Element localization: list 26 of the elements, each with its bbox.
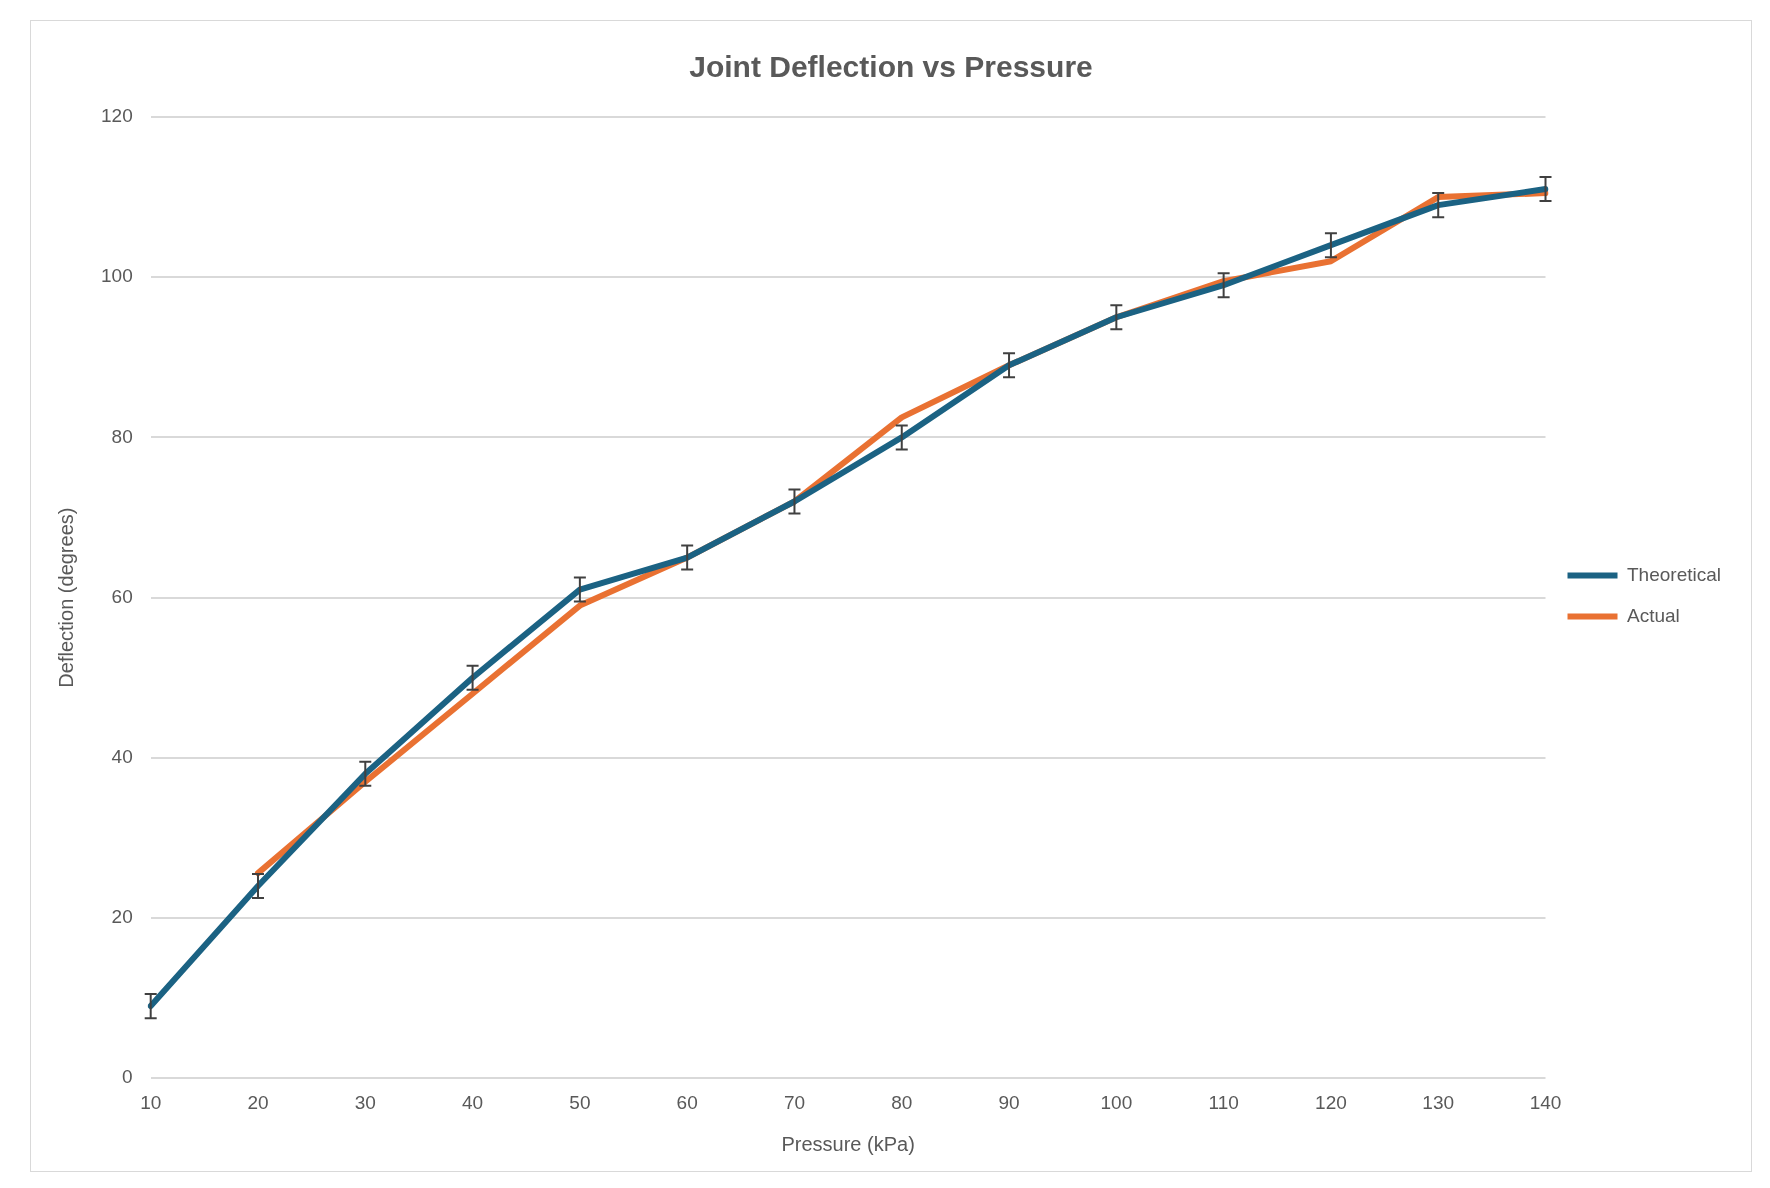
x-tick-label: 100 (1100, 1091, 1133, 1113)
y-tick-label: 100 (101, 265, 133, 287)
x-tick-label: 130 (1422, 1091, 1455, 1113)
y-tick-label: 60 (111, 585, 133, 607)
y-tick-label: 120 (101, 105, 133, 127)
x-tick-label: 30 (354, 1091, 376, 1113)
x-tick-label: 120 (1315, 1091, 1347, 1113)
x-tick-label: 40 (462, 1091, 484, 1113)
x-tick-label: 140 (1529, 1091, 1562, 1113)
y-tick-label: 80 (111, 425, 133, 447)
legend-label: Theoretical (1627, 563, 1722, 585)
y-tick-label: 0 (122, 1066, 133, 1088)
x-axis-title: Pressure (kPa) (781, 1132, 915, 1155)
y-tick-label: 40 (111, 746, 133, 768)
x-tick-label: 90 (998, 1091, 1020, 1113)
x-tick-label: 60 (676, 1091, 698, 1113)
y-tick-label: 20 (111, 906, 133, 928)
x-tick-label: 20 (247, 1091, 269, 1113)
legend-label: Actual (1627, 604, 1680, 626)
x-tick-label: 10 (140, 1091, 162, 1113)
x-tick-label: 70 (783, 1091, 806, 1113)
x-tick-label: 110 (1208, 1091, 1239, 1113)
y-axis-title: Deflection (degrees) (54, 507, 77, 688)
x-tick-label: 80 (891, 1091, 913, 1113)
x-tick-label: 50 (569, 1091, 591, 1113)
chart-title: Joint Deflection vs Pressure (689, 50, 1093, 84)
